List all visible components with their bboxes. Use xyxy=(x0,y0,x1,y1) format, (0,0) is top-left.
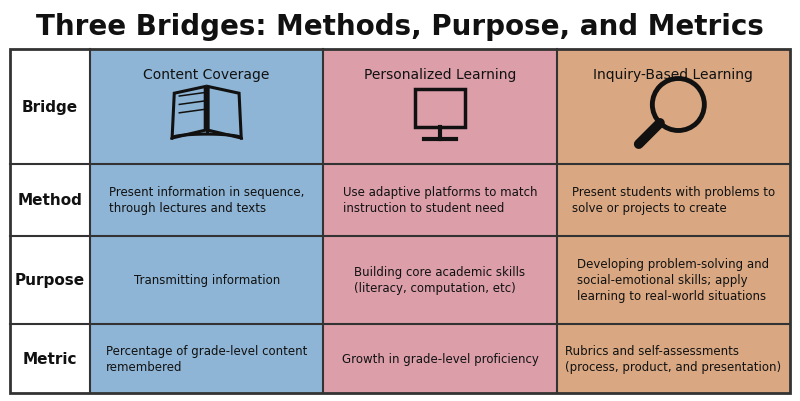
Text: Personalized Learning: Personalized Learning xyxy=(364,68,516,82)
Bar xyxy=(323,50,557,393)
Text: Building core academic skills
(literacy, computation, etc): Building core academic skills (literacy,… xyxy=(354,266,526,295)
Polygon shape xyxy=(208,87,242,139)
Text: Growth in grade-level proficiency: Growth in grade-level proficiency xyxy=(342,352,538,365)
Polygon shape xyxy=(172,87,206,139)
Text: Metric: Metric xyxy=(22,351,78,366)
Bar xyxy=(10,50,790,393)
Text: Three Bridges: Methods, Purpose, and Metrics: Three Bridges: Methods, Purpose, and Met… xyxy=(36,13,764,41)
Bar xyxy=(415,90,465,127)
Text: Method: Method xyxy=(18,193,82,208)
Text: Present information in sequence,
through lectures and texts: Present information in sequence, through… xyxy=(109,186,304,215)
Bar xyxy=(10,50,90,393)
Text: Use adaptive platforms to match
instruction to student need: Use adaptive platforms to match instruct… xyxy=(342,186,538,215)
Text: Developing problem-solving and
social-emotional skills; apply
learning to real-w: Developing problem-solving and social-em… xyxy=(578,258,770,303)
Text: Content Coverage: Content Coverage xyxy=(143,68,270,82)
Text: Bridge: Bridge xyxy=(22,100,78,115)
Circle shape xyxy=(652,79,704,131)
Text: Present students with problems to
solve or projects to create: Present students with problems to solve … xyxy=(572,186,775,215)
Bar xyxy=(90,50,323,393)
Text: Percentage of grade-level content
remembered: Percentage of grade-level content rememb… xyxy=(106,344,307,373)
Text: Purpose: Purpose xyxy=(15,273,85,288)
Text: Transmitting information: Transmitting information xyxy=(134,274,280,287)
Text: Rubrics and self-assessments
(process, product, and presentation): Rubrics and self-assessments (process, p… xyxy=(566,344,782,373)
Bar xyxy=(557,50,790,393)
Text: Inquiry-Based Learning: Inquiry-Based Learning xyxy=(594,68,754,82)
